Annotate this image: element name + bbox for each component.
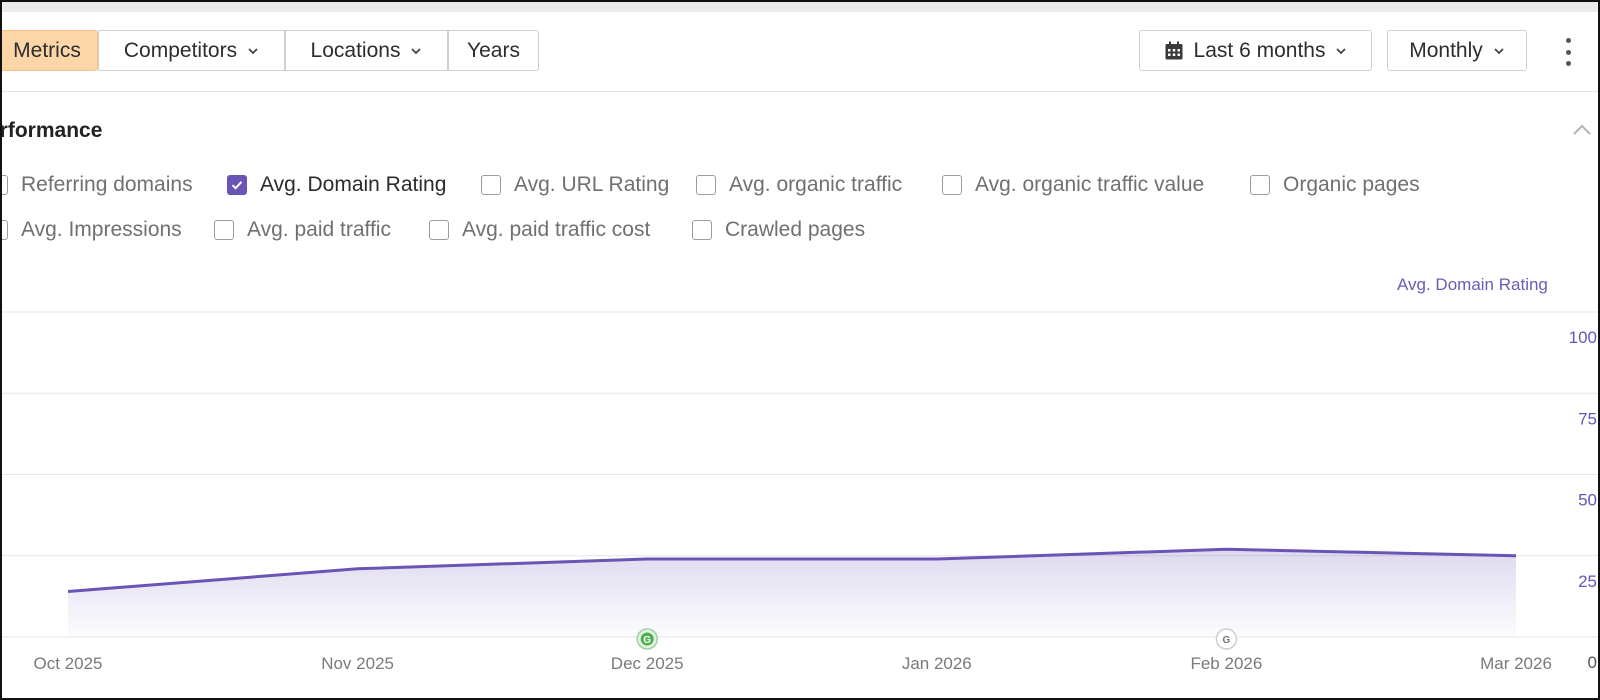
x-tick-label: Nov 2025	[321, 654, 394, 673]
metric-label: Avg. organic traffic value	[975, 173, 1205, 196]
chevron-down-icon	[248, 47, 258, 54]
x-tick-label: Jan 2026	[902, 654, 972, 673]
metrics-tab[interactable]: Metrics	[2, 30, 98, 71]
metric-checkbox-avg-url-rating[interactable]: Avg. URL Rating	[481, 170, 669, 200]
metric-checkbox-avg-paid-traffic[interactable]: Avg. paid traffic	[214, 215, 391, 245]
metric-label: Avg. paid traffic cost	[462, 218, 651, 241]
metric-checkbox-avg-organic-traffic[interactable]: Avg. organic traffic	[696, 170, 902, 200]
metric-checkbox-referring-domains[interactable]: Referring domains	[2, 170, 193, 200]
google-update-marker[interactable]: G	[636, 628, 658, 650]
years-label: Years	[467, 38, 520, 62]
checkbox-icon	[942, 175, 962, 195]
y-tick-label: 75	[1578, 409, 1597, 428]
metric-checkbox-avg-paid-traffic-cost[interactable]: Avg. paid traffic cost	[429, 215, 650, 245]
checkbox-icon	[692, 220, 712, 240]
checkbox-icon	[429, 220, 449, 240]
checkbox-icon	[2, 175, 8, 195]
calendar-icon	[1165, 41, 1183, 59]
checkbox-icon	[2, 220, 8, 240]
metric-label: Avg. organic traffic	[729, 173, 903, 196]
metrics-label: Metrics	[13, 38, 81, 62]
y-tick-label: 0	[1588, 653, 1597, 672]
chevron-down-icon	[1336, 47, 1347, 54]
date-range-label: Last 6 months	[1193, 38, 1326, 62]
metric-checkbox-avg-impressions[interactable]: Avg. Impressions	[2, 215, 182, 245]
chevron-down-icon	[411, 47, 422, 54]
marker-label: G	[643, 635, 651, 646]
metric-label: Avg. Domain Rating	[260, 173, 447, 196]
locations-dropdown[interactable]: Locations	[285, 30, 448, 71]
checkbox-icon	[696, 175, 716, 195]
marker-ring	[1215, 628, 1238, 650]
interval-label: Monthly	[1409, 38, 1483, 62]
toolbar: Metrics Competitors Locations Years Last	[2, 30, 1598, 72]
x-tick-label: Mar 2026	[1480, 654, 1552, 673]
checkbox-icon	[1250, 175, 1270, 195]
x-tick-label: Oct 2025	[34, 654, 103, 673]
section-title: erformance	[0, 119, 103, 142]
series-area	[68, 549, 1516, 637]
years-tab[interactable]: Years	[448, 30, 539, 71]
series-line	[67, 547, 1517, 593]
checkbox-icon	[214, 220, 234, 240]
more-options-icon[interactable]	[1558, 38, 1578, 66]
marker-label: G	[1223, 635, 1231, 646]
metric-label: Crawled pages	[725, 218, 866, 241]
metric-label: Organic pages	[1283, 173, 1420, 196]
google-update-marker[interactable]: G	[1215, 628, 1238, 650]
x-tick-label: Feb 2026	[1190, 654, 1262, 673]
metric-checkbox-avg-domain-rating[interactable]: Avg. Domain Rating	[227, 170, 446, 200]
metric-checkbox-organic-pages[interactable]: Organic pages	[1250, 170, 1420, 200]
chevron-down-icon	[1494, 47, 1504, 54]
date-range-dropdown[interactable]: Last 6 months	[1139, 30, 1372, 71]
competitors-dropdown[interactable]: Competitors	[98, 30, 285, 71]
divider	[2, 91, 1598, 92]
y-tick-label: 50	[1578, 491, 1597, 510]
y-tick-label: 100	[1569, 328, 1597, 347]
marker-dot	[640, 632, 654, 646]
y-axis-title: Avg. Domain Rating	[1397, 275, 1548, 294]
locations-label: Locations	[310, 38, 401, 62]
interval-dropdown[interactable]: Monthly	[1387, 30, 1527, 71]
metric-checkbox-avg-organic-traffic-value[interactable]: Avg. organic traffic value	[942, 170, 1204, 200]
top-strip	[2, 2, 1598, 12]
metric-label: Referring domains	[21, 173, 193, 196]
chevron-up-icon[interactable]	[1570, 119, 1594, 143]
checkbox-icon	[481, 175, 501, 195]
metric-label: Avg. URL Rating	[514, 173, 670, 196]
metric-checkbox-crawled-pages[interactable]: Crawled pages	[692, 215, 865, 245]
x-tick-label: Dec 2025	[611, 654, 684, 673]
metric-label: Avg. Impressions	[21, 218, 182, 241]
performance-chart[interactable]: G G 0 25 50 75 100 Oct 2025 Nov 2025 Dec 2025 Jan…	[2, 292, 1600, 700]
competitors-label: Competitors	[123, 38, 238, 62]
metric-label: Avg. paid traffic	[247, 218, 391, 241]
y-tick-label: 25	[1578, 572, 1597, 591]
checkbox-checked-icon	[227, 175, 247, 195]
